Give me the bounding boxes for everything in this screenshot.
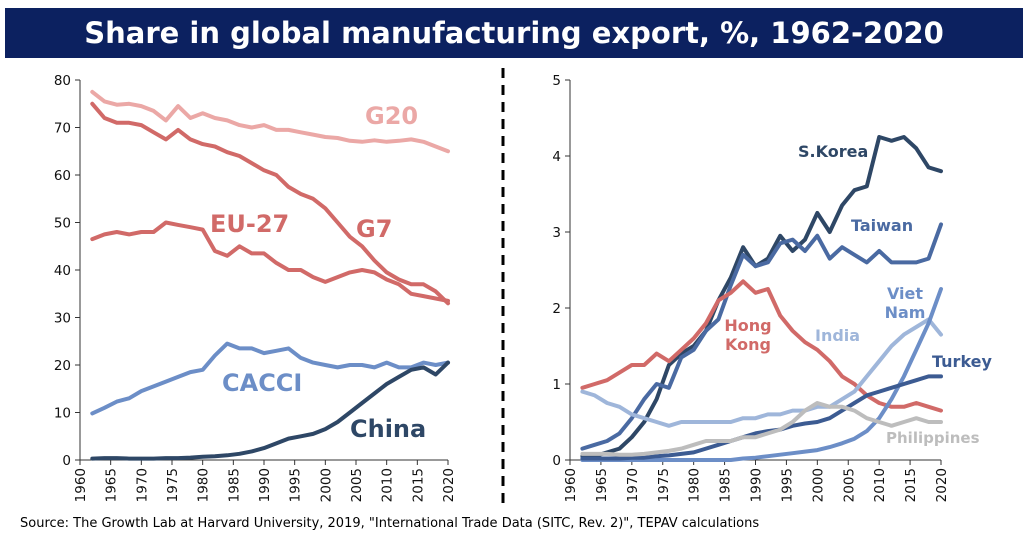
x-tick-label: 2010 [380,468,396,502]
x-tick-label: 1970 [134,468,150,502]
x-tick-label: 1980 [687,468,703,502]
x-tick-label: 2020 [934,468,950,502]
x-tick-label: 1965 [594,468,610,502]
chart-title: Share in global manufacturing export, %,… [5,8,1023,58]
x-tick-label: 2010 [872,468,888,502]
series-line-viet-nam [580,287,943,462]
x-tick-label: 2005 [349,468,365,502]
y-tick-label: 4 [552,149,561,165]
y-tick-label: 40 [54,263,71,279]
series-line-india [580,317,943,428]
series-label-eu-27: EU-27 [210,210,289,238]
x-tick-label: 2005 [841,468,857,502]
series-line-eu-27 [90,220,450,303]
y-tick-label: 70 [54,121,71,137]
x-tick-label: 2015 [903,468,919,502]
source-note: Source: The Growth Lab at Harvard Univer… [20,516,760,531]
x-tick-label: 1990 [257,468,273,502]
series-label-g7: G7 [356,215,392,243]
y-tick-label: 20 [54,358,71,374]
series-label-hong-kong: Hong Kong [724,316,771,354]
x-tick-label: 1970 [625,468,641,502]
series-line-cacci [90,341,450,416]
x-tick-label: 1980 [196,468,212,502]
series-label-viet-nam: Viet Nam [885,284,926,322]
x-tick-label: 1985 [226,468,242,502]
y-tick-label: 0 [62,453,71,469]
y-tick-label: 10 [54,406,71,422]
x-tick-label: 1975 [165,468,181,502]
y-tick-label: 50 [54,216,71,232]
y-tick-label: 30 [54,311,71,327]
series-label-g20: G20 [365,102,418,130]
series-line-hong-kong [580,279,943,413]
y-tick-label: 1 [552,377,561,393]
x-tick-label: 1990 [749,468,765,502]
series-label-cacci: CACCI [222,369,302,397]
y-tick-label: 2 [552,301,561,317]
right-chart: 0 1 2 3 4 5 1960 1965 1970 1975 1980 1985 1990 1995 20… [552,73,992,502]
y-tick-label: 60 [54,168,71,184]
x-tick-label: 1995 [779,468,795,502]
x-tick-label: 2000 [810,468,826,502]
series-label-turkey: Turkey [932,352,993,371]
y-tick-label: 80 [54,73,71,89]
series-line-g20 [90,89,450,154]
series-label-taiwan: Taiwan [851,216,913,235]
x-tick-label: 2015 [410,468,426,502]
x-tick-label: 1975 [656,468,672,502]
x-tick-label: 1985 [718,468,734,502]
series-line-g7 [90,101,450,306]
x-tick-label: 1965 [104,468,120,502]
x-tick-label: 2000 [318,468,334,502]
x-tick-label: 2020 [441,468,457,502]
left-chart: 0 10 20 30 40 50 60 70 80 1960 1965 1970 1975 1980 198… [54,73,457,502]
series-line-taiwan [580,222,943,451]
series-line-china [90,360,450,461]
series-label-s-korea: S.Korea [798,142,868,161]
series-label-china: China [350,415,426,443]
x-tick-label: 1995 [288,468,304,502]
x-tick-label: 1960 [73,468,89,502]
x-tick-label: 1960 [563,468,579,502]
series-label-india: India [815,326,860,345]
series-label-philippines: Philippines [886,429,980,447]
series-line-turkey [580,374,943,461]
y-tick-label: 3 [552,225,561,241]
series-line-philippines [580,401,943,457]
y-tick-label: 5 [552,73,561,89]
y-tick-label: 0 [552,453,561,469]
